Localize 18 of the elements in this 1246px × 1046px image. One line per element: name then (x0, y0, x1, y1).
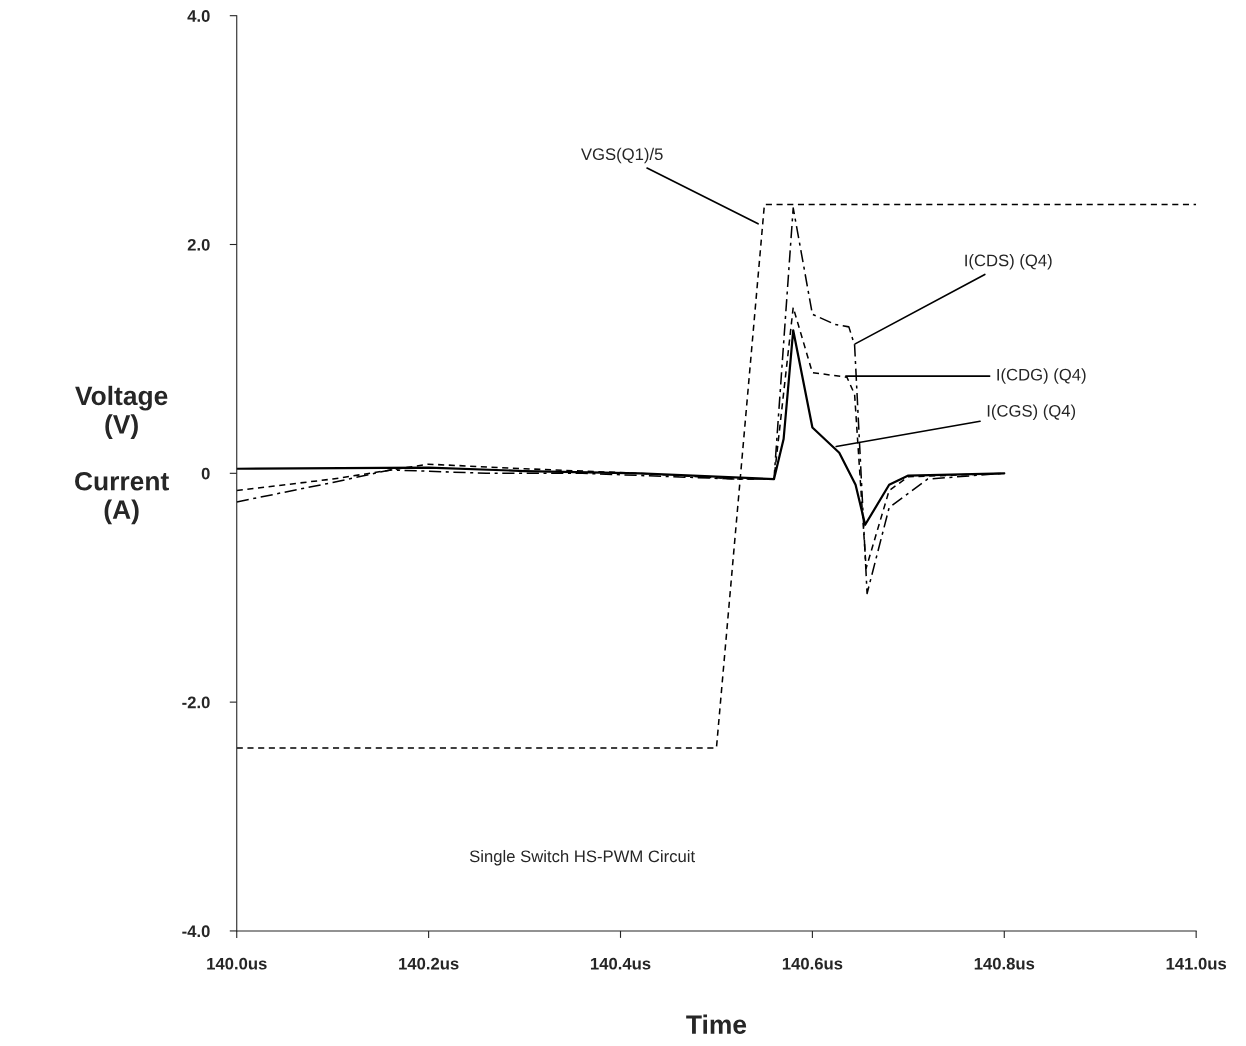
y-tick-label: 0 (201, 467, 210, 480)
x-axis-title: Time (686, 1014, 747, 1034)
x-tick-label: 140.4us (590, 957, 651, 970)
x-tick-label: 140.2us (399, 957, 459, 970)
annotation: I(CGS) (Q4) (987, 404, 1076, 421)
annotation: I(CDS) (Q4) (965, 254, 1052, 270)
x-tick-label: 140.6us (782, 957, 843, 970)
x-tick-label: 141.0us (1166, 957, 1227, 970)
x-tick-label: 140.8us (974, 957, 1035, 970)
y-tick-label: -2.0 (182, 696, 210, 709)
y-tick-label: 4.0 (187, 10, 210, 22)
text: Voltage (V) Current (A) (75, 385, 169, 525)
x-tick-label: 140.0us (207, 957, 267, 970)
y-tick-label: -4.0 (182, 925, 210, 938)
y-tick-label: 2.0 (187, 238, 210, 251)
annotation: I(CDG) (Q4) (997, 368, 1086, 384)
annotation: VGS(Q1)/5 (581, 147, 663, 164)
annotation: Single Switch HS-PWM Circuit (469, 849, 695, 866)
